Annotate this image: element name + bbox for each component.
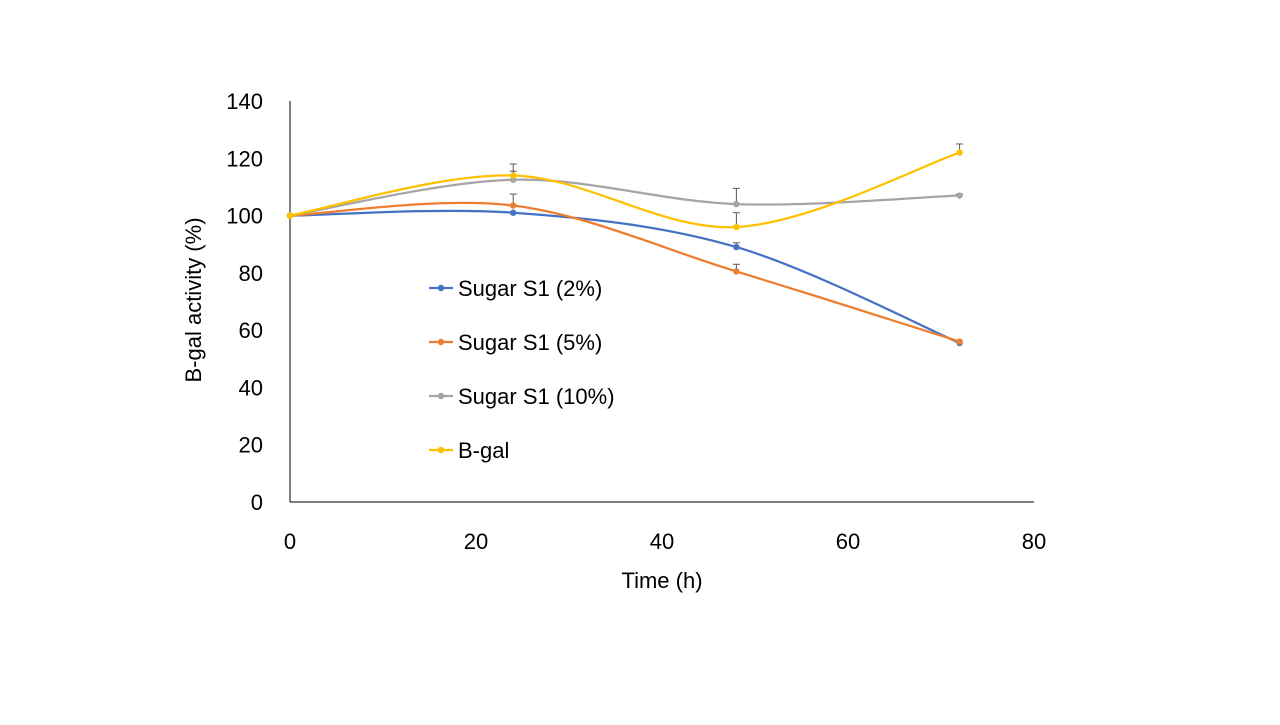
legend-item: Sugar S1 (2%) bbox=[429, 276, 602, 301]
data-point bbox=[510, 172, 517, 179]
legend-label: Sugar S1 (5%) bbox=[458, 330, 602, 355]
data-point bbox=[510, 202, 517, 209]
data-point bbox=[510, 209, 517, 216]
legend: Sugar S1 (2%) Sugar S1 (5%) Sugar S1 (10%)… bbox=[429, 276, 615, 463]
legend-item: Sugar S1 (10%) bbox=[429, 384, 615, 409]
y-tick-label: 20 bbox=[239, 433, 263, 458]
y-tick-label: 0 bbox=[251, 490, 263, 515]
legend-item: Sugar S1 (5%) bbox=[429, 330, 602, 355]
legend-marker bbox=[437, 392, 445, 400]
series-line-2 bbox=[288, 201, 961, 343]
y-tick-labels: 0 20 40 60 80 100 120 140 bbox=[226, 89, 263, 515]
y-tick-label: 60 bbox=[239, 318, 263, 343]
data-point bbox=[956, 149, 963, 156]
y-axis-title: B-gal activity (%) bbox=[181, 217, 206, 382]
data-point bbox=[286, 212, 294, 219]
data-point bbox=[956, 192, 963, 199]
series-line-4 bbox=[288, 151, 961, 229]
y-tick-label: 100 bbox=[226, 204, 263, 229]
series-lines bbox=[288, 151, 961, 345]
axes bbox=[289, 101, 1034, 503]
legend-marker bbox=[437, 284, 445, 292]
x-tick-label: 80 bbox=[1022, 529, 1046, 554]
legend-marker bbox=[437, 446, 445, 454]
series-line-1 bbox=[288, 209, 961, 345]
x-tick-label: 60 bbox=[836, 529, 860, 554]
data-point bbox=[733, 200, 740, 208]
x-axis-title: Time (h) bbox=[621, 568, 702, 593]
legend-label: B-gal bbox=[458, 438, 509, 463]
data-point bbox=[733, 243, 740, 251]
error-bars bbox=[509, 143, 964, 272]
y-tick-label: 80 bbox=[239, 261, 263, 286]
series-line-3 bbox=[288, 178, 961, 217]
data-point bbox=[733, 223, 740, 231]
y-tick-label: 40 bbox=[239, 375, 263, 400]
legend-label: Sugar S1 (2%) bbox=[458, 276, 602, 301]
y-tick-label: 140 bbox=[226, 89, 263, 114]
data-point bbox=[733, 268, 740, 275]
x-tick-label: 0 bbox=[284, 529, 296, 554]
x-tick-label: 40 bbox=[650, 529, 674, 554]
data-points bbox=[286, 149, 963, 347]
legend-item: B-gal bbox=[429, 438, 509, 463]
data-point bbox=[956, 338, 963, 345]
legend-marker bbox=[437, 338, 445, 346]
legend-label: Sugar S1 (10%) bbox=[458, 384, 615, 409]
x-tick-label: 20 bbox=[464, 529, 488, 554]
x-tick-labels: 0 20 40 60 80 bbox=[284, 529, 1046, 554]
y-tick-label: 120 bbox=[226, 146, 263, 171]
